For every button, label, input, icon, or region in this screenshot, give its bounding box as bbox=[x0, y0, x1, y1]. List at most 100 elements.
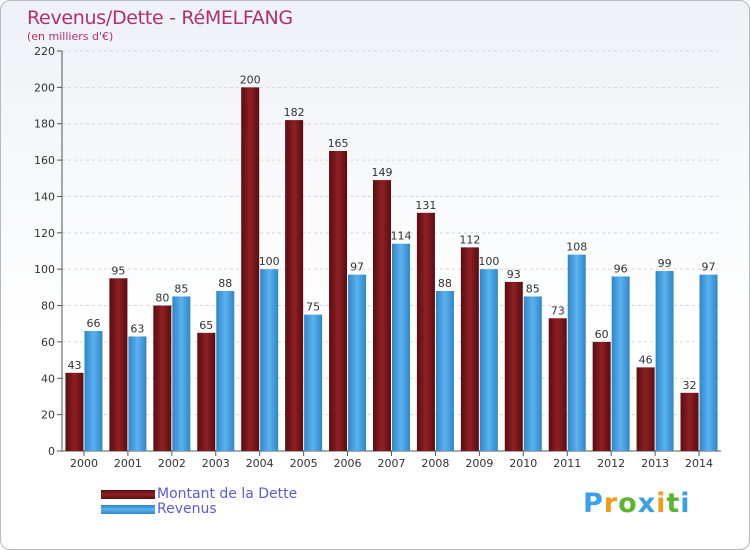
data-label: 80 bbox=[155, 292, 169, 305]
bar-revenus bbox=[523, 296, 542, 451]
legend-item-revenus: Revenus bbox=[101, 502, 297, 517]
x-tick-label: 2008 bbox=[421, 457, 449, 470]
x-tick-label: 2013 bbox=[641, 457, 669, 470]
bar-revenus bbox=[567, 254, 586, 451]
bar-dette bbox=[460, 247, 479, 451]
y-tick-label: 200 bbox=[34, 81, 55, 94]
data-label: 99 bbox=[658, 257, 672, 270]
chart-subtitle: (en milliers d'€) bbox=[27, 30, 114, 43]
y-tick-label: 80 bbox=[41, 300, 55, 313]
data-label: 112 bbox=[459, 233, 480, 246]
y-tick-label: 180 bbox=[34, 118, 55, 131]
axes: 0 20 40 60 80 100 120 140 160 180 200 220 2000 2001 20… bbox=[34, 45, 721, 470]
x-tick-label: 2001 bbox=[114, 457, 142, 470]
data-label: 114 bbox=[391, 230, 412, 243]
bar-revenus bbox=[435, 291, 454, 451]
data-label: 73 bbox=[551, 304, 565, 317]
logo-letter: o bbox=[618, 488, 638, 519]
bar-dette bbox=[416, 212, 435, 451]
data-label: 200 bbox=[240, 73, 261, 86]
bar-revenus bbox=[260, 269, 279, 451]
data-label: 100 bbox=[478, 255, 499, 268]
bar-dette bbox=[153, 305, 172, 451]
logo-letter: r bbox=[603, 488, 619, 519]
bar-dette bbox=[504, 281, 523, 451]
data-label: 75 bbox=[306, 301, 320, 314]
bar-dette bbox=[373, 180, 391, 451]
bar-revenus bbox=[699, 274, 718, 451]
x-tick-label: 2012 bbox=[597, 457, 625, 470]
legend-item-dette: Montant de la Dette bbox=[101, 487, 297, 502]
x-tick-label: 2014 bbox=[685, 457, 713, 470]
data-label: 88 bbox=[218, 277, 232, 290]
y-tick-label: 140 bbox=[34, 190, 55, 203]
bar-revenus bbox=[128, 336, 147, 451]
bar-dette bbox=[680, 392, 699, 451]
bar-revenus bbox=[84, 331, 103, 451]
data-label: 32 bbox=[683, 379, 697, 392]
data-label: 96 bbox=[614, 262, 628, 275]
y-tick-label: 60 bbox=[41, 336, 55, 349]
data-label: 97 bbox=[350, 261, 364, 274]
x-tick-label: 2002 bbox=[158, 457, 186, 470]
logo-letter: P bbox=[583, 488, 604, 519]
bar-revenus bbox=[479, 269, 498, 451]
data-label: 97 bbox=[702, 261, 716, 274]
data-label: 149 bbox=[372, 166, 393, 179]
x-tick-label: 2003 bbox=[202, 457, 230, 470]
legend-swatch-dette bbox=[101, 490, 155, 499]
y-tick-label: 100 bbox=[34, 263, 55, 276]
data-label: 108 bbox=[566, 241, 587, 254]
x-tick-label: 2006 bbox=[334, 457, 362, 470]
x-tick-label: 2009 bbox=[465, 457, 493, 470]
data-label: 60 bbox=[595, 328, 609, 341]
data-label: 131 bbox=[415, 199, 436, 212]
data-label: 93 bbox=[507, 268, 521, 281]
data-label: 85 bbox=[526, 282, 540, 295]
y-tick-label: 220 bbox=[34, 45, 55, 58]
logo-letter: i bbox=[656, 488, 667, 519]
bar-dette bbox=[329, 151, 348, 451]
data-label: 85 bbox=[174, 282, 188, 295]
data-label: 63 bbox=[130, 322, 144, 335]
legend-label-dette: Montant de la Dette bbox=[157, 486, 298, 502]
bar-revenus bbox=[304, 314, 323, 451]
bar-dette bbox=[109, 278, 128, 451]
bar-dette bbox=[636, 367, 655, 451]
data-labels: 43 66 95 63 80 85 65 88 200 100 182 75 165 97 149 114 13… bbox=[67, 73, 715, 391]
bar-revenus bbox=[611, 276, 630, 451]
data-label: 46 bbox=[639, 353, 653, 366]
bar-dette bbox=[548, 318, 567, 451]
data-label: 65 bbox=[199, 319, 213, 332]
x-tick-label: 2000 bbox=[70, 457, 98, 470]
x-tick-label: 2010 bbox=[509, 457, 537, 470]
data-label: 165 bbox=[328, 137, 349, 150]
data-label: 88 bbox=[438, 277, 452, 290]
bar-revenus bbox=[655, 271, 674, 451]
data-label: 66 bbox=[86, 317, 100, 330]
y-tick-label: 20 bbox=[41, 409, 55, 422]
logo-letter: i bbox=[680, 488, 691, 519]
x-tick-label: 2007 bbox=[378, 457, 406, 470]
data-label: 43 bbox=[67, 359, 81, 372]
data-label: 182 bbox=[284, 106, 305, 119]
bars bbox=[65, 87, 718, 451]
legend-swatch-revenus bbox=[101, 505, 155, 514]
bar-dette bbox=[285, 120, 304, 451]
x-tick-label: 2011 bbox=[553, 457, 581, 470]
data-label: 95 bbox=[111, 264, 125, 277]
proxiti-logo: Proxiti bbox=[583, 488, 691, 519]
y-tick-label: 160 bbox=[34, 154, 55, 167]
bar-dette bbox=[65, 372, 84, 451]
logo-letter: x bbox=[637, 488, 657, 519]
legend-label-revenus: Revenus bbox=[157, 501, 217, 517]
legend: Montant de la Dette Revenus bbox=[101, 487, 297, 517]
y-tick-label: 40 bbox=[41, 372, 55, 385]
bar-dette bbox=[241, 87, 260, 451]
bar-revenus bbox=[348, 274, 367, 451]
x-tick-label: 2005 bbox=[290, 457, 318, 470]
logo-letter: t bbox=[666, 488, 681, 519]
y-tick-label: 120 bbox=[34, 227, 55, 240]
